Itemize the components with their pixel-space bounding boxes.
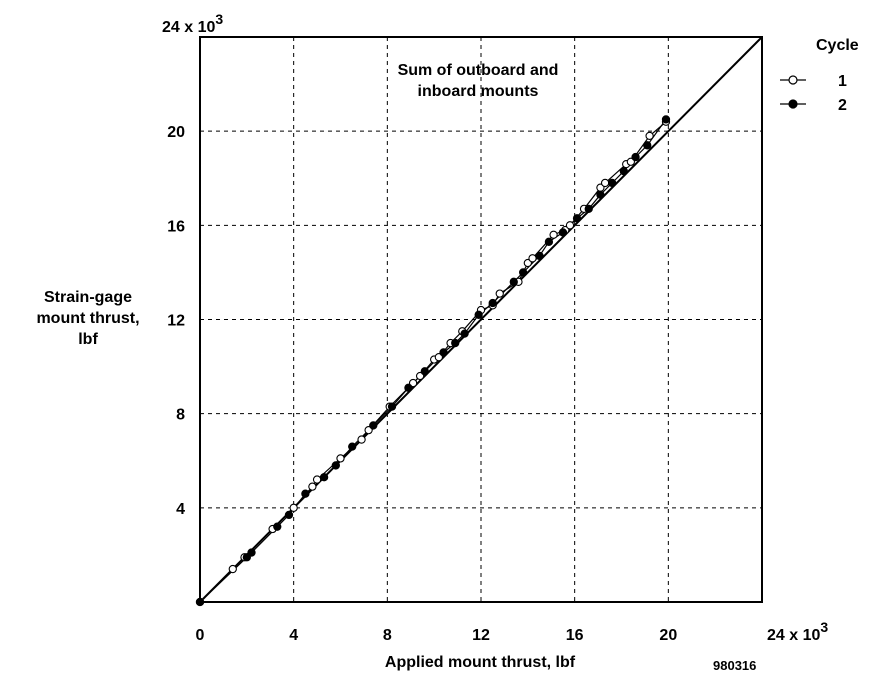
data-point-series-1 <box>496 290 503 297</box>
data-point-series-2 <box>489 299 496 306</box>
x-tick-label: 20 <box>659 627 677 644</box>
data-point-series-2 <box>597 191 604 198</box>
legend-marker-open-circle <box>789 76 797 84</box>
y-max-exponent: 3 <box>215 11 223 27</box>
data-point-series-1 <box>229 565 236 572</box>
y-tick-label: 4 <box>176 501 185 518</box>
y-axis-label-line-2: mount thrust, <box>36 310 139 327</box>
data-point-series-1 <box>358 436 365 443</box>
data-point-series-1 <box>602 179 609 186</box>
data-point-series-1 <box>529 255 536 262</box>
y-tick-label: 12 <box>167 313 185 330</box>
data-point-series-2 <box>440 349 447 356</box>
legend-marker-filled-circle <box>789 100 797 108</box>
x-max-label: 24 x 103 <box>767 619 828 644</box>
data-point-series-2 <box>475 311 482 318</box>
data-point-series-2 <box>536 252 543 259</box>
data-point-series-1 <box>550 231 557 238</box>
y-axis-label-line-3: lbf <box>78 331 98 348</box>
data-point-series-1 <box>313 476 320 483</box>
x-tick-label: 16 <box>566 627 584 644</box>
data-point-series-2 <box>620 168 627 175</box>
annotation-line-1: Sum of outboard and <box>398 62 559 79</box>
annotation-line-2: inboard mounts <box>418 83 539 100</box>
y-tick-label: 8 <box>176 407 185 424</box>
legend-title: Cycle <box>816 37 859 54</box>
data-point-series-2 <box>321 474 328 481</box>
data-point-series-2 <box>302 490 309 497</box>
data-point-series-2 <box>644 142 651 149</box>
data-point-series-2 <box>585 205 592 212</box>
data-point-series-2 <box>545 238 552 245</box>
legend-label-series-2: 2 <box>838 97 847 114</box>
x-tick-label: 0 <box>196 627 205 644</box>
data-point-series-2 <box>274 523 281 530</box>
data-point-series-1 <box>309 483 316 490</box>
data-point-series-2 <box>452 339 459 346</box>
x-tick-label: 8 <box>383 627 392 644</box>
data-point-series-2 <box>388 403 395 410</box>
data-point-series-2 <box>405 384 412 391</box>
x-tick-label: 12 <box>472 627 490 644</box>
data-point-series-2 <box>421 368 428 375</box>
data-point-series-2 <box>662 116 669 123</box>
data-point-series-2 <box>332 462 339 469</box>
data-point-series-1 <box>566 222 573 229</box>
data-point-series-2 <box>573 215 580 222</box>
data-point-series-2 <box>349 443 356 450</box>
y-max-label: 24 x 103 <box>162 11 223 36</box>
series-group <box>196 116 669 606</box>
data-point-series-2 <box>461 330 468 337</box>
legend: Cycle 1 2 <box>780 37 859 114</box>
data-point-series-1 <box>337 455 344 462</box>
data-point-series-2 <box>370 422 377 429</box>
data-point-series-2 <box>632 153 639 160</box>
tick-labels: 0 4 8 12 16 20 4 8 12 16 20 <box>167 124 677 644</box>
y-tick-label: 16 <box>167 218 185 235</box>
data-point-series-2 <box>609 179 616 186</box>
data-point-series-2 <box>520 269 527 276</box>
x-axis-label: Applied mount thrust, lbf <box>385 654 576 671</box>
figure-id: 980316 <box>713 658 756 673</box>
data-point-series-2 <box>248 549 255 556</box>
legend-label-series-1: 1 <box>838 73 847 90</box>
data-point-series-1 <box>646 132 653 139</box>
x-max-exponent: 3 <box>820 619 828 635</box>
data-point-series-2 <box>285 511 292 518</box>
data-point-series-2 <box>510 278 517 285</box>
data-point-series-2 <box>559 229 566 236</box>
y-tick-label: 20 <box>167 124 185 141</box>
x-tick-label: 4 <box>289 627 298 644</box>
data-point-series-1 <box>290 504 297 511</box>
y-axis-label-line-1: Strain-gage <box>44 289 132 306</box>
data-point-series-2 <box>196 598 203 605</box>
